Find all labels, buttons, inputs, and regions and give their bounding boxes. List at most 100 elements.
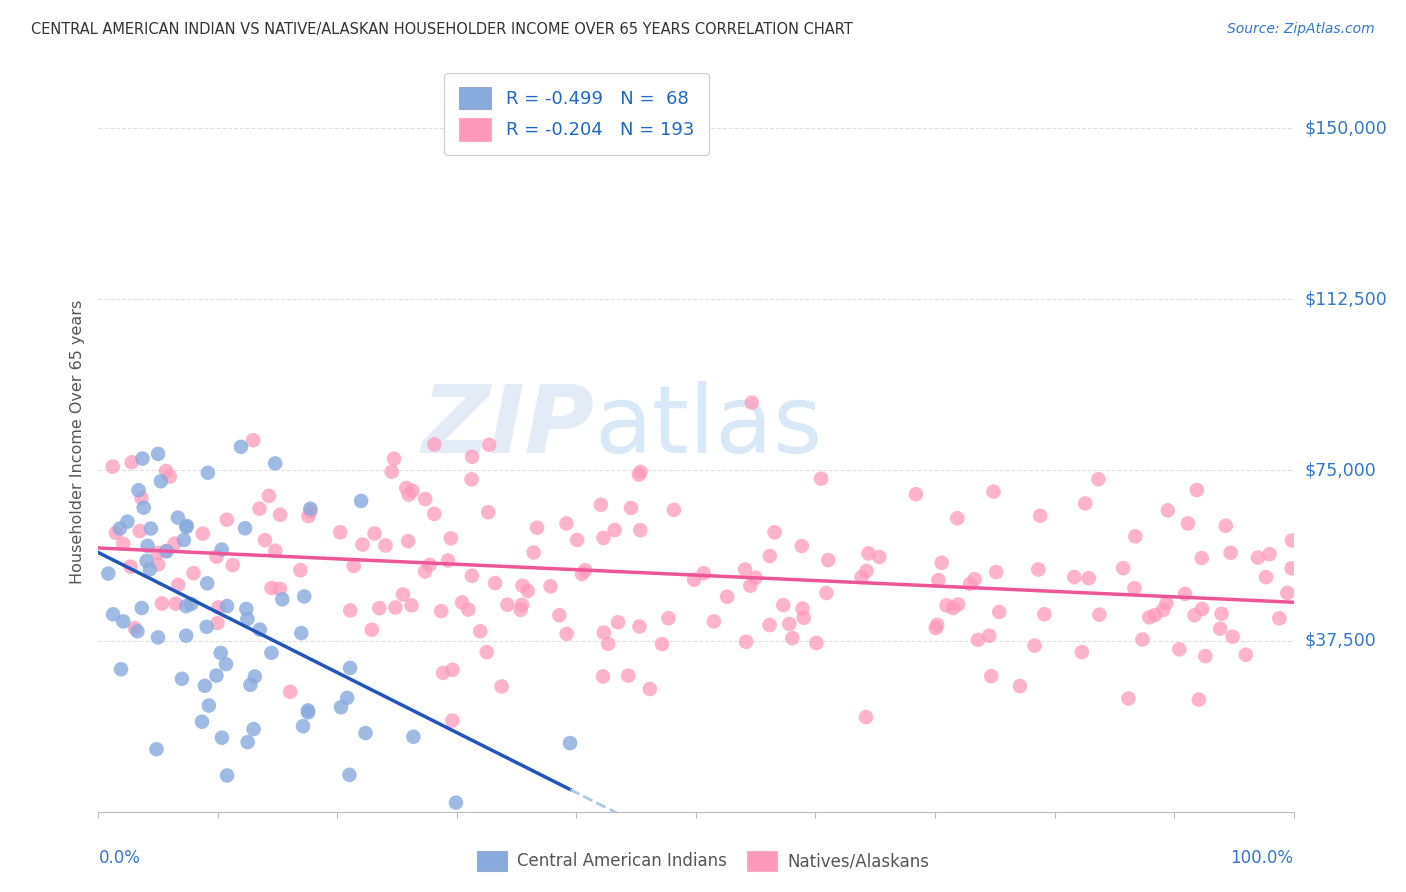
Point — [1247, 550, 1270, 565]
Point — [693, 566, 716, 581]
Point — [555, 516, 578, 531]
Point — [242, 433, 264, 447]
Point — [155, 464, 177, 478]
Point — [927, 573, 949, 587]
Point — [810, 472, 832, 486]
Point — [343, 558, 366, 573]
Point — [363, 526, 385, 541]
Point — [110, 662, 132, 676]
Point — [401, 599, 423, 613]
Point — [432, 665, 454, 680]
Point — [1194, 649, 1216, 664]
Point — [1157, 503, 1180, 517]
Point — [571, 566, 593, 581]
Point — [101, 459, 124, 474]
Point — [806, 636, 828, 650]
Point — [128, 524, 150, 538]
Point — [176, 519, 198, 533]
Point — [131, 491, 153, 505]
Point — [555, 627, 578, 641]
Point — [617, 668, 640, 682]
Point — [209, 646, 232, 660]
Point — [278, 685, 301, 699]
Point — [239, 678, 262, 692]
Point — [249, 623, 271, 637]
Point — [1234, 648, 1257, 662]
Point — [1132, 632, 1154, 647]
Point — [413, 565, 436, 579]
Point — [931, 556, 953, 570]
Point — [292, 590, 315, 604]
Point — [419, 558, 441, 572]
Point — [512, 579, 534, 593]
Point — [297, 706, 319, 720]
Point — [384, 600, 406, 615]
Point — [131, 451, 153, 466]
Point — [793, 611, 815, 625]
Point — [205, 668, 228, 682]
Point — [470, 624, 492, 639]
Point — [174, 629, 197, 643]
Point — [360, 623, 382, 637]
Point — [946, 511, 969, 525]
Point — [290, 563, 312, 577]
Point — [150, 597, 173, 611]
Point — [299, 504, 322, 518]
Point — [1087, 472, 1109, 486]
Point — [1191, 551, 1213, 566]
Point — [165, 597, 187, 611]
Point — [740, 579, 762, 593]
Point — [683, 573, 706, 587]
Point — [460, 472, 482, 486]
Text: $37,500: $37,500 — [1305, 632, 1376, 650]
Point — [523, 545, 546, 559]
Point — [183, 566, 205, 581]
Point — [1074, 496, 1097, 510]
Point — [592, 625, 614, 640]
Point — [741, 395, 763, 409]
Point — [628, 619, 651, 633]
Point — [191, 714, 214, 729]
Point — [127, 624, 149, 639]
Text: atlas: atlas — [595, 381, 823, 473]
Point — [592, 531, 614, 545]
Point — [374, 539, 396, 553]
Point — [135, 554, 157, 568]
Point — [336, 690, 359, 705]
Point — [108, 522, 131, 536]
Point — [136, 539, 159, 553]
Point — [235, 602, 257, 616]
Point — [382, 451, 405, 466]
Point — [195, 576, 218, 591]
Point — [395, 481, 418, 495]
Point — [352, 537, 374, 551]
Point — [1156, 596, 1178, 610]
Point — [392, 587, 415, 601]
Point — [194, 679, 217, 693]
Point — [516, 583, 538, 598]
Point — [988, 605, 1011, 619]
Point — [215, 657, 238, 672]
Point — [139, 522, 162, 536]
Point — [423, 507, 446, 521]
Point — [368, 601, 391, 615]
Point — [437, 553, 460, 567]
Point — [1177, 516, 1199, 531]
Point — [146, 546, 169, 560]
Point — [1215, 518, 1237, 533]
Point — [207, 616, 229, 631]
Point — [297, 703, 319, 717]
Point — [167, 578, 190, 592]
Point — [159, 469, 181, 483]
Point — [354, 726, 377, 740]
Point — [217, 768, 239, 782]
Point — [441, 663, 464, 677]
Point — [236, 735, 259, 749]
Point — [927, 617, 949, 632]
Point — [1281, 561, 1303, 575]
Point — [211, 542, 233, 557]
Point — [1211, 607, 1233, 621]
Point — [339, 661, 361, 675]
Point — [461, 450, 484, 464]
Point — [475, 645, 498, 659]
